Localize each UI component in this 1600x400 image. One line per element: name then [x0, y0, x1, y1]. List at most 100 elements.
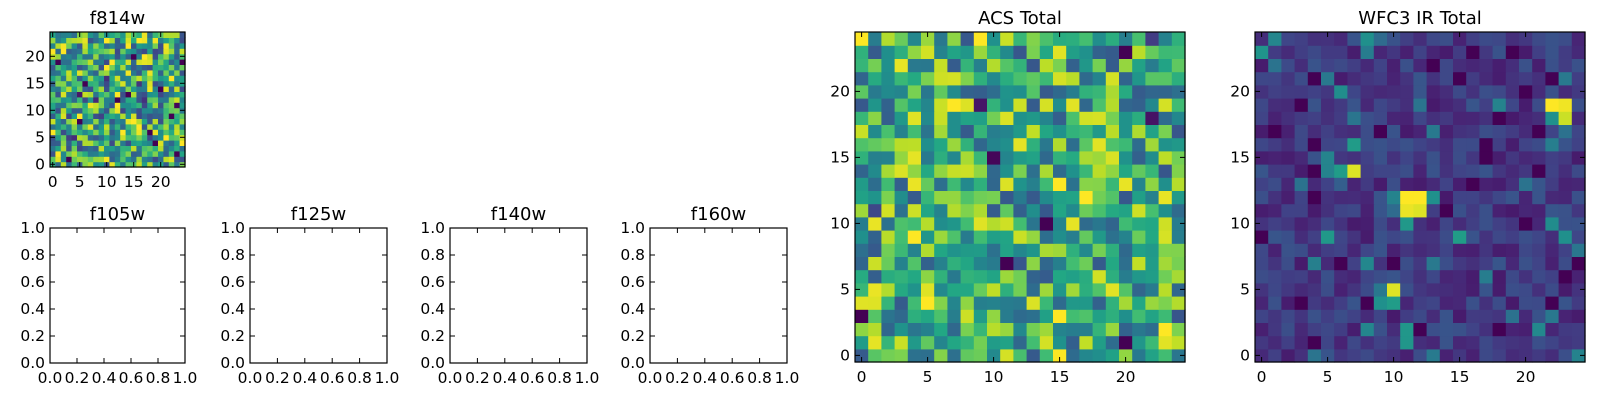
heatmap-cell: [1439, 230, 1454, 244]
heatmap-cell: [158, 37, 164, 44]
heatmap-cell: [1400, 335, 1414, 350]
heatmap-cell: [136, 48, 143, 55]
heatmap-cell: [147, 102, 154, 109]
heatmap-cell: [93, 156, 100, 163]
heatmap-cell: [1519, 309, 1533, 323]
heatmap-cell: [1268, 256, 1282, 271]
heatmap-cell: [147, 53, 154, 60]
heatmap-cell: [1466, 256, 1480, 271]
heatmap-cell: [1000, 309, 1014, 323]
heatmap-cell: [855, 111, 869, 125]
heatmap-cell: [141, 145, 148, 152]
heatmap-cell: [1492, 137, 1507, 152]
heatmap-cell: [1558, 348, 1573, 363]
heatmap-cell: [1092, 269, 1107, 284]
heatmap-cell: [1426, 137, 1441, 152]
heatmap-cell: [1013, 124, 1028, 139]
heatmap-cell: [1053, 348, 1067, 363]
heatmap-cell: [174, 48, 181, 55]
heatmap-cell: [131, 134, 137, 141]
heatmap-cell: [77, 53, 83, 60]
heatmap-cell: [131, 150, 137, 157]
heatmap-cell: [1426, 322, 1441, 337]
heatmap-cell: [1532, 71, 1546, 86]
heatmap-cell: [1360, 150, 1375, 165]
heatmap-cell: [1373, 282, 1388, 297]
heatmap-cell: [921, 269, 935, 284]
heatmap-cell: [1439, 124, 1454, 139]
heatmap-cell: [77, 96, 83, 103]
heatmap-cell: [120, 53, 127, 60]
heatmap-cell: [1558, 230, 1573, 244]
heatmap-cell: [1426, 243, 1441, 257]
heatmap-cell: [1145, 309, 1160, 323]
heatmap-cell: [1132, 282, 1146, 297]
heatmap-cell: [1066, 216, 1080, 231]
x-tick-label: 0.8: [747, 369, 772, 387]
heatmap-cell: [1255, 58, 1269, 73]
heatmap-cell: [934, 296, 948, 310]
heatmap-cell: [1360, 71, 1375, 86]
heatmap-cell: [50, 86, 56, 92]
heatmap-cell: [158, 53, 164, 60]
heatmap-cell: [93, 123, 100, 130]
heatmap-cell: [907, 322, 922, 337]
x-tick-label: 10: [97, 173, 117, 191]
heatmap-cell: [1505, 32, 1520, 46]
heatmap-cell: [947, 243, 962, 257]
heatmap-cell: [1255, 269, 1269, 284]
heatmap-cell: [1119, 282, 1133, 297]
heatmap-cell: [71, 69, 78, 76]
heatmap-cell: [168, 48, 175, 55]
heatmap-cell: [1066, 335, 1080, 350]
heatmap-cell: [1307, 230, 1322, 244]
heatmap-cell: [60, 134, 67, 141]
heatmap-cell: [868, 269, 882, 284]
heatmap-cell: [1079, 164, 1094, 178]
heatmap-cell: [136, 145, 143, 152]
heatmap-cell: [868, 322, 882, 337]
heatmap-cell: [1400, 309, 1414, 323]
heatmap-cell: [179, 156, 186, 163]
heatmap-cell: [1321, 45, 1335, 59]
heatmap-cell: [1092, 137, 1107, 152]
heatmap-cell: [1479, 243, 1494, 257]
heatmap-cell: [1171, 137, 1186, 152]
heatmap-cell: [1053, 256, 1067, 271]
heatmap-cell: [1519, 58, 1533, 73]
heatmap-cell: [1413, 32, 1428, 46]
heatmap-cell: [1255, 296, 1269, 310]
heatmap-cell: [1545, 282, 1560, 297]
heatmap-cell: [1545, 164, 1560, 178]
heatmap-cell: [87, 59, 94, 65]
heatmap-cell: [174, 161, 181, 168]
heatmap-cell: [109, 161, 116, 168]
heatmap-cell: [82, 113, 89, 119]
heatmap-cell: [120, 123, 127, 130]
heatmap-cell: [158, 59, 164, 65]
heatmap-cell: [1532, 203, 1546, 218]
heatmap-cell: [921, 203, 935, 218]
heatmap-cell: [1479, 348, 1494, 363]
heatmap-cell: [1571, 177, 1586, 191]
heatmap-cell: [1026, 216, 1041, 231]
heatmap-cell: [1492, 32, 1507, 46]
heatmap-cell: [1347, 164, 1362, 178]
heatmap-cell: [973, 243, 988, 257]
heatmap-cell: [77, 134, 83, 141]
heatmap-cell: [1413, 269, 1428, 284]
heatmap-cell: [1013, 296, 1028, 310]
heatmap-cell: [987, 111, 1001, 125]
heatmap-cell: [1373, 58, 1388, 73]
heatmap-cell: [1079, 58, 1094, 73]
heatmap-cell: [960, 111, 975, 125]
heatmap-cell: [1039, 98, 1054, 112]
heatmap-cell: [1119, 230, 1133, 244]
heatmap-cell: [77, 150, 83, 157]
heatmap-cell: [973, 32, 988, 46]
heatmap-cell: [1479, 282, 1494, 297]
heatmap-cell: [960, 335, 975, 350]
x-tick-label: 0.4: [92, 369, 117, 387]
heatmap-cell: [973, 137, 988, 152]
heatmap-cell: [141, 37, 148, 44]
